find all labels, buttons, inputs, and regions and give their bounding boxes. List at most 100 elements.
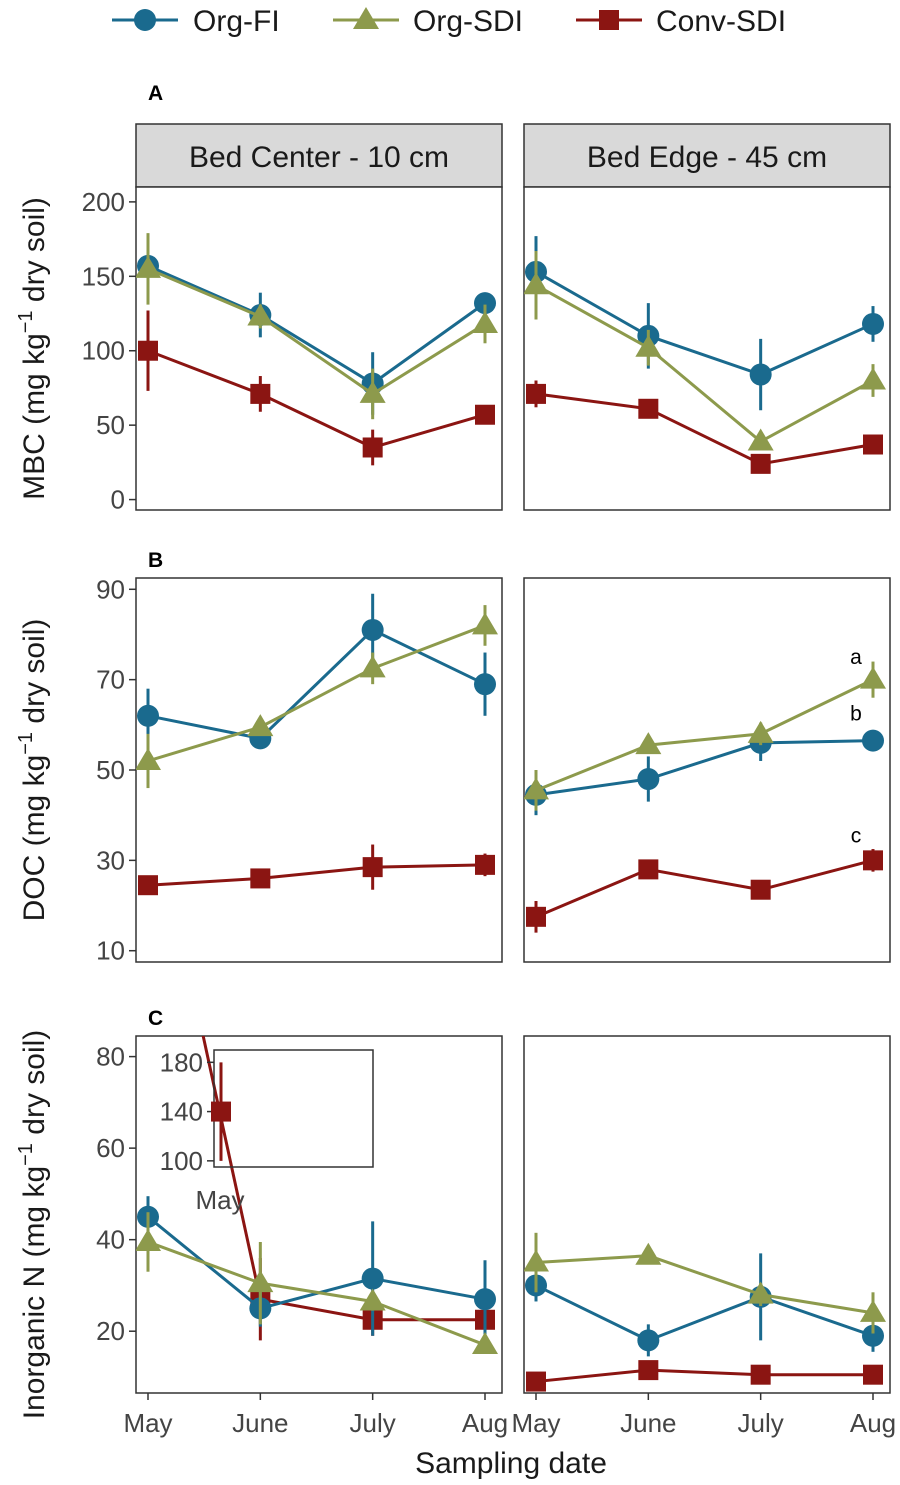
y-axis-title: MBC (mg kg−1 dry soil) <box>15 197 51 500</box>
data-point-org-sdi-aug <box>860 367 886 390</box>
data-point-org-fi-aug <box>862 729 884 752</box>
series-org-sdi <box>524 661 886 811</box>
y-tick-label: 70 <box>96 665 125 695</box>
series-layer <box>136 233 498 466</box>
data-point-org-sdi-may <box>136 255 161 278</box>
data-point-conv-sdi-july <box>750 879 771 900</box>
inset-y-tick-label: 140 <box>160 1097 203 1127</box>
data-point-org-fi-aug <box>862 1324 884 1347</box>
series-line <box>147 267 486 396</box>
data-point-conv-sdi-june <box>250 383 271 404</box>
series-conv-sdi <box>138 310 495 466</box>
significance-letter: b <box>850 702 862 725</box>
y-tick-label: 200 <box>82 187 125 217</box>
series-line <box>147 628 486 741</box>
facet-bed-edge-45-cm: May June July Aug <box>511 1035 896 1438</box>
data-point-org-sdi-may <box>136 1228 161 1251</box>
series-org-sdi <box>136 233 498 420</box>
facet-strip-bed-center: Bed Center - 10 cm <box>135 123 503 188</box>
series-org-sdi <box>136 605 498 789</box>
data-point-org-fi-aug <box>474 292 496 315</box>
data-point-org-fi-july <box>749 363 772 386</box>
plot-area <box>135 186 503 511</box>
data-point-org-sdi-june <box>247 714 274 737</box>
data-point-conv-sdi-july <box>362 857 383 878</box>
inset-x-label: May <box>195 1185 244 1215</box>
data-point-org-sdi-may <box>524 272 549 295</box>
data-point-conv-sdi-aug <box>863 1364 883 1385</box>
data-point-org-sdi-aug <box>472 612 498 635</box>
data-point-conv-sdi-july <box>750 1364 771 1385</box>
y-axis-title: Inorganic N (mg kg−1 dry soil) <box>15 1030 51 1420</box>
y-tick-label: 50 <box>96 410 125 440</box>
x-tick-label-july: July <box>350 1408 396 1438</box>
facet-bed-center-10-cm: 10 30 50 70 90 <box>96 574 503 966</box>
data-point-org-fi-june <box>637 1329 660 1352</box>
series-org-sdi <box>524 1232 886 1334</box>
facet-bed-edge-45-cm: a b c <box>523 577 891 963</box>
x-tick-label-july: July <box>738 1408 784 1438</box>
data-point-conv-sdi-may <box>138 875 158 896</box>
x-tick-label-may: May <box>123 1408 172 1438</box>
facet-bed-center-10-cm: 20 40 60 80 May June July Aug 100 140 180 May <box>96 1035 508 1438</box>
x-tick-label-aug: Aug <box>850 1408 896 1438</box>
series-layer <box>524 236 886 474</box>
data-point-conv-sdi-june <box>638 1360 659 1381</box>
data-point-org-sdi-july <box>747 1281 774 1304</box>
x-tick-label-june: June <box>620 1408 676 1438</box>
y-tick-label: 150 <box>82 261 125 291</box>
data-point-conv-sdi-june <box>250 868 271 889</box>
x-axis-title: Sampling date <box>415 1447 607 1480</box>
data-point-conv-sdi-may <box>526 1371 546 1392</box>
data-point-org-fi-aug <box>862 312 884 335</box>
panel-label-c: C <box>148 1007 163 1030</box>
series-line <box>201 1036 485 1322</box>
data-point-org-sdi-may <box>524 777 549 800</box>
series-line <box>535 283 874 444</box>
series-org-fi <box>525 236 884 411</box>
plot-area <box>135 577 503 963</box>
series-org-sdi <box>136 1212 498 1354</box>
facet-label: Bed Center - 10 cm <box>189 141 449 174</box>
data-point-org-sdi-may <box>524 1249 549 1272</box>
series-line <box>535 1368 873 1384</box>
facet-bed-center-10-cm: 0 50 100 150 200 <box>82 186 503 515</box>
legend-label: Org-SDI <box>413 5 523 38</box>
y-tick-label: 90 <box>96 574 125 604</box>
series-line <box>535 392 874 466</box>
panel-b-doc: 10 30 50 70 90 a b c DOC (mg kg−1 dry soil) <box>15 574 891 966</box>
y-tick-label: 50 <box>96 755 125 785</box>
data-point-conv-sdi-aug <box>863 434 883 455</box>
series-conv-sdi <box>138 844 495 896</box>
data-point-conv-sdi-aug <box>475 854 495 875</box>
data-point-org-sdi-june <box>635 732 662 755</box>
legend: Org-FI Org-SDI Conv-SDI <box>112 5 786 38</box>
plot-area <box>135 1035 503 1394</box>
panel-a-mbc: 0 50 100 150 200 MBC (mg kg−1 dry soil) <box>15 186 891 515</box>
significance-letter: c <box>851 824 862 847</box>
series-layer <box>136 1036 498 1354</box>
data-point-conv-sdi-june <box>638 859 659 880</box>
legend-item-conv-sdi: Conv-SDI <box>576 5 786 38</box>
x-tick-label-aug: Aug <box>462 1408 508 1438</box>
data-point-org-fi-july <box>361 618 384 641</box>
series-line <box>535 1254 874 1315</box>
data-point-org-sdi-july <box>747 720 774 743</box>
data-point-org-sdi-june <box>635 334 662 357</box>
series-layer <box>524 1232 886 1392</box>
panel-c-inorganic-n: 20 40 60 80 May June July Aug 100 140 180 May May Jun… <box>15 1030 896 1438</box>
series-conv-sdi <box>526 849 883 933</box>
data-point-conv-sdi-july <box>362 437 383 458</box>
data-point-conv-sdi-june <box>638 398 659 419</box>
y-tick-label: 20 <box>96 1316 125 1346</box>
series-layer <box>136 593 498 896</box>
y-tick-label: 30 <box>96 845 125 875</box>
data-point-org-fi-june <box>637 768 660 791</box>
data-point-org-sdi-aug <box>472 310 498 333</box>
series-line <box>147 264 486 386</box>
data-point-org-sdi-june <box>635 1242 662 1265</box>
series-conv-sdi <box>526 1360 883 1392</box>
data-point-org-sdi-aug <box>860 1299 886 1322</box>
data-point-conv-sdi-july <box>750 453 771 474</box>
data-point-conv-sdi-may <box>138 340 158 361</box>
